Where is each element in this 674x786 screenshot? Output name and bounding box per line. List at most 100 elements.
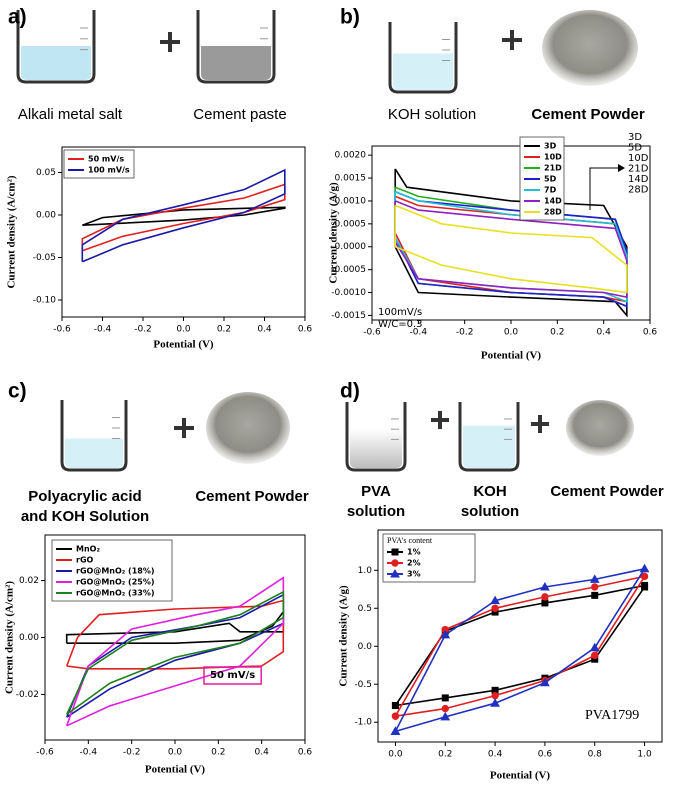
- legend-frame: [63, 149, 135, 179]
- y-axis-title: Current density (A/g): [328, 182, 340, 284]
- legend-label: 1%: [407, 548, 421, 557]
- ingredient-label: solution: [347, 503, 405, 520]
- legend-label: 100 mV/s: [88, 166, 130, 175]
- series-line: [394, 575, 647, 717]
- ingredient-label: Cement Powder: [550, 483, 664, 500]
- beaker: [388, 22, 458, 94]
- x-tick-label: -0.6: [53, 325, 71, 335]
- x-tick-label: -0.2: [123, 748, 141, 758]
- marker: [541, 599, 549, 607]
- marker: [589, 574, 600, 583]
- legend-label: 3%: [407, 570, 421, 579]
- marker: [390, 568, 400, 578]
- y-tick-label: -0.0015: [331, 311, 366, 321]
- y-axis-title: Current density (A/cm²): [4, 581, 16, 694]
- x-tick-label: 0.2: [438, 750, 452, 760]
- liquid: [65, 438, 123, 468]
- beaker: [458, 402, 520, 472]
- y-tick-label: 0.5: [358, 604, 372, 614]
- y-tick-label: 0.0010: [335, 196, 367, 206]
- arrow-head: [618, 164, 625, 172]
- marker: [540, 581, 550, 591]
- liquid: [21, 46, 91, 80]
- y-tick-label: -0.5: [354, 680, 372, 690]
- x-axis-title: Potential (V): [145, 764, 206, 776]
- powder: [566, 400, 634, 456]
- series-line: [394, 168, 628, 318]
- ingredient-label: and KOH Solution: [21, 508, 149, 525]
- ingredient-label: Cement paste: [193, 106, 286, 123]
- panel-label: b): [340, 6, 360, 29]
- legend-label: 28D: [544, 208, 562, 217]
- x-tick-label: 0.0: [388, 750, 403, 760]
- x-tick-label: 0.0: [176, 325, 191, 335]
- x-tick-label: -0.4: [94, 325, 112, 335]
- y-tick-label: -0.10: [33, 296, 57, 306]
- legend-label: rGO@MnO₂ (18%): [76, 567, 155, 576]
- marker: [540, 677, 550, 687]
- y-tick-label: 0.02: [19, 576, 39, 586]
- arrow-label: 10D: [628, 153, 649, 164]
- x-tick-label: 0.2: [217, 325, 231, 335]
- panel-label: c): [8, 380, 27, 403]
- marker: [589, 642, 600, 652]
- arrow-label: 28D: [628, 185, 649, 196]
- panel-label: a): [8, 6, 27, 29]
- legend-label: MnO₂: [76, 545, 100, 554]
- legend-label: 50 mV/s: [88, 155, 124, 164]
- beaker: [60, 400, 128, 472]
- y-tick-label: 0.0015: [335, 174, 367, 184]
- marker: [490, 698, 500, 707]
- arrow-label: 14D: [628, 174, 649, 185]
- annotation: W/C=0.3: [378, 319, 423, 330]
- x-tick-label: 0.2: [550, 328, 564, 338]
- x-tick-label: -0.4: [410, 328, 428, 338]
- y-axis-title: Current density (A/cm²): [6, 175, 18, 288]
- x-tick-label: 0.6: [298, 325, 313, 335]
- beaker: [16, 10, 96, 84]
- y-tick-label: 0.0005: [335, 219, 367, 229]
- series-line: [394, 204, 628, 294]
- marker: [391, 702, 399, 710]
- series-line: [65, 590, 285, 716]
- ingredient-label: Alkali metal salt: [18, 106, 123, 123]
- marker: [440, 711, 451, 721]
- marker: [490, 595, 500, 605]
- liquid: [463, 425, 515, 468]
- marker: [391, 559, 399, 567]
- annotation: 100mV/s: [378, 307, 422, 318]
- series-line: [394, 191, 628, 303]
- series-line: [81, 168, 286, 263]
- x-tick-label: -0.2: [134, 325, 152, 335]
- legend-label: 21D: [544, 164, 562, 173]
- marker: [591, 651, 599, 660]
- x-tick-label: 0.6: [643, 328, 658, 338]
- y-tick-label: 0.05: [36, 168, 56, 178]
- legend-label: 7D: [544, 186, 557, 195]
- legend-label: 2%: [407, 559, 421, 568]
- x-tick-label: 0.4: [257, 325, 272, 335]
- x-axis-title: Potential (V): [490, 770, 551, 782]
- arrow-label: 5D: [628, 143, 642, 154]
- x-tick-label: -0.2: [456, 328, 474, 338]
- ingredient-label: KOH: [473, 483, 506, 500]
- series-line: [81, 183, 286, 252]
- marker: [440, 629, 451, 639]
- liquid: [201, 46, 271, 80]
- x-tick-label: 0.4: [488, 750, 503, 760]
- marker: [391, 712, 400, 720]
- ingredient-label: Polyacrylic acid: [28, 488, 141, 505]
- series-line: [82, 206, 286, 226]
- marker: [591, 583, 599, 591]
- plot-frame: [377, 529, 663, 743]
- ingredient-label: Cement Powder: [195, 488, 309, 505]
- series-line: [65, 576, 285, 727]
- ingredient-label: solution: [461, 503, 519, 520]
- x-tick-label: -0.4: [80, 748, 98, 758]
- legend-label: rGO@MnO₂ (33%): [76, 589, 155, 598]
- x-tick-label: 0.8: [588, 750, 603, 760]
- y-tick-label: 0.0: [358, 642, 373, 652]
- arrow-label: 3D: [628, 132, 642, 143]
- y-tick-label: -0.0005: [331, 265, 366, 275]
- ingredient-label: PVA: [361, 483, 391, 500]
